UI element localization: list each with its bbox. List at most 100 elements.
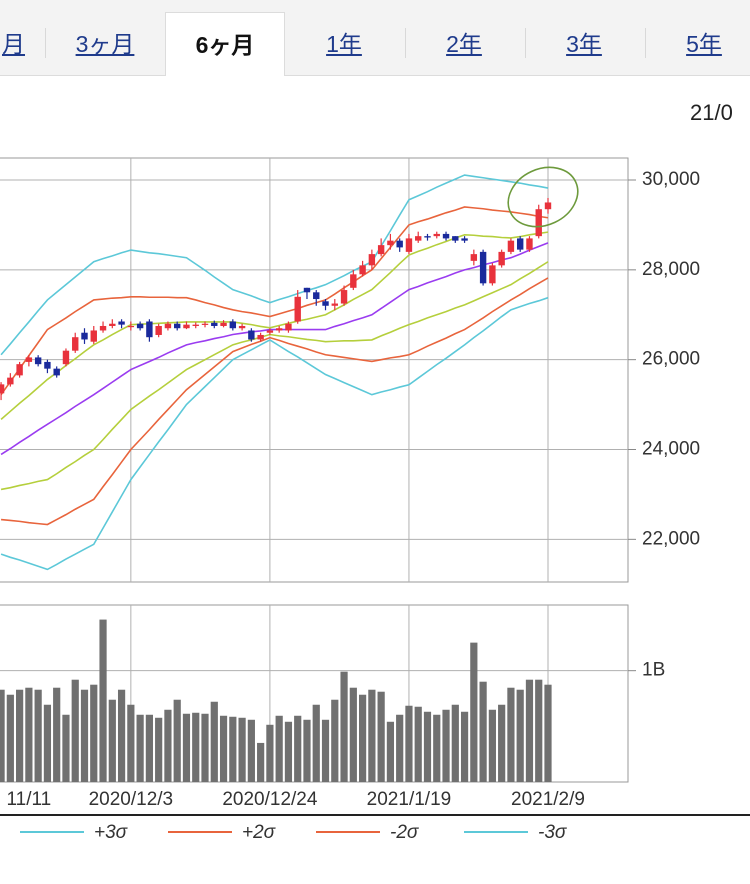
x-tick-label: 2020/12/3 [89,789,174,810]
tab[interactable]: 5年 [686,31,722,57]
candle-body [359,265,366,275]
candle-body [396,240,403,248]
candle-body [387,240,394,246]
candle-body [377,245,385,255]
volume-bar [331,699,339,782]
volume-bar [229,716,237,782]
y-tick-label: 24,000 [642,439,700,460]
volume-bar [321,719,330,782]
volume-bar [164,709,172,782]
candle-body [535,209,542,237]
candle-body [7,377,14,385]
volume-bar [507,687,515,782]
y-tick-label: 1B [642,660,665,681]
band-line [0,206,549,396]
volume-bar [423,711,432,782]
volume-bar [294,715,302,782]
volume-bar [90,684,98,782]
x-tick-label: 11/11 [7,789,52,810]
candle-body [53,368,60,376]
volume-bar [108,699,116,782]
tab[interactable]: 2年 [446,31,482,57]
candle-body [442,233,450,239]
band-line [0,174,549,356]
volume-bar [414,706,422,782]
y-tick-label: 22,000 [642,528,700,549]
volume-bar [451,704,459,782]
candle-body [90,330,97,342]
tab-separator [525,28,526,58]
volume-bar [53,687,61,782]
tab[interactable]: 3ヶ月 [75,31,135,57]
band-line [0,261,549,491]
volume-bar [62,714,70,782]
candle-body [294,296,301,322]
volume-bar [80,689,89,782]
volume-bar [16,689,24,782]
volume-bar [25,687,33,782]
candle-body [201,323,209,325]
volume-bar [127,704,135,782]
candle-body [174,323,181,329]
volume-bar [238,717,246,782]
candle-body [452,236,459,241]
volume-bar [210,701,218,782]
candle-body [155,325,162,335]
legend-label: -3σ [538,822,568,843]
candle-body [127,325,135,328]
band-line [0,296,549,571]
candle-body [313,292,320,300]
candle-body [118,321,125,325]
candle-body [164,323,172,329]
volume-bar [145,714,153,782]
candle-body [340,290,348,304]
candle-body [99,325,107,331]
volume-bar [247,719,255,782]
candle-body [25,357,33,362]
volume-bar [525,679,534,782]
tab[interactable]: 1年 [326,31,362,57]
y-tick-label: 28,000 [642,259,700,280]
volume-bar [192,712,200,782]
candle-body [498,251,505,266]
band-line [0,242,549,456]
candle-body [109,323,116,326]
tab[interactable]: 3年 [566,31,602,57]
volume-bar [34,689,42,782]
candle-body [415,236,422,241]
candle-body [0,384,5,394]
candle-body [211,322,218,326]
candle-body [285,323,292,331]
candle-body [405,238,413,252]
x-tick-label: 2021/2/9 [511,789,585,810]
volume-bar [470,642,478,782]
candle-body [489,265,496,284]
candle-body [544,202,552,210]
volume-bar [136,714,144,782]
volume-bar [155,717,163,782]
candle-body [350,274,357,288]
candle-body [303,287,311,293]
tab[interactable]: 6ヶ月 [165,12,285,76]
volume-bar [257,742,265,782]
volume-bar [303,719,311,782]
volume-bar [460,711,469,782]
y-tick-label: 30,000 [642,169,700,190]
candle-body [424,236,431,238]
candle-body [136,323,144,329]
volume-bar [275,715,283,782]
volume-bar [349,687,357,782]
volume-bar [433,714,441,782]
volume-bar [340,671,348,782]
volume-bar [368,689,376,782]
candle-body [146,321,153,338]
candle-body [34,357,42,365]
volume-bar [182,713,191,782]
volume-bar [312,704,320,782]
candle-body [44,361,51,369]
candle-body [275,328,283,331]
tab[interactable]: 月 [2,31,25,57]
volume-bar [386,721,395,782]
volume-bar [396,714,404,782]
